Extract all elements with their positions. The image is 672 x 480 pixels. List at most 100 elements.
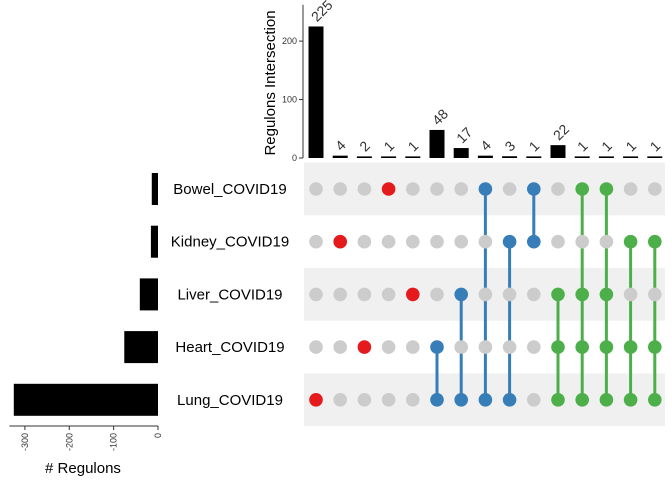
membership-dot-inactive xyxy=(357,393,372,407)
intersection-value-label: 1 xyxy=(526,138,543,155)
intersection-bar xyxy=(477,155,493,158)
membership-dot-inactive xyxy=(381,287,396,302)
membership-dot-active xyxy=(454,393,469,407)
intersection-tick-label: 200 xyxy=(282,36,297,46)
intersection-value-label: 48 xyxy=(429,106,451,128)
intersection-value-label: 22 xyxy=(550,121,572,143)
membership-dot-inactive xyxy=(333,393,348,407)
intersection-value-label: 1 xyxy=(622,138,639,155)
membership-dot-active xyxy=(478,393,493,407)
intersection-bar xyxy=(550,145,566,158)
membership-dot-inactive xyxy=(502,182,517,196)
membership-dot-inactive xyxy=(648,182,662,196)
membership-dot-inactive xyxy=(406,393,420,407)
membership-dot-inactive xyxy=(478,234,493,249)
membership-dot-active xyxy=(599,340,614,354)
membership-matrix xyxy=(309,182,662,407)
membership-dot-inactive xyxy=(406,234,420,249)
membership-dot-active xyxy=(551,340,565,354)
membership-dot-inactive xyxy=(309,340,323,354)
membership-dot-active xyxy=(478,182,493,196)
membership-dot-active xyxy=(623,393,638,407)
intersection-tick-label: 100 xyxy=(282,95,297,105)
intersection-tick-label: 0 xyxy=(292,153,297,163)
set-size-bar xyxy=(150,225,158,258)
set-size-bar xyxy=(124,331,158,364)
intersection-bar xyxy=(647,156,663,158)
membership-dot-inactive xyxy=(357,234,372,249)
intersection-value-label: 3 xyxy=(501,137,518,154)
intersection-bar xyxy=(623,156,639,158)
set-size-bar xyxy=(151,173,158,205)
membership-dot-inactive xyxy=(599,234,614,249)
set-size-tick-label: 0 xyxy=(153,433,163,438)
intersection-value-label: 1 xyxy=(598,138,615,155)
intersection-value-label: 225 xyxy=(308,0,336,25)
membership-dot-active xyxy=(527,234,541,249)
membership-dot-active xyxy=(575,340,589,354)
intersection-value-label: 1 xyxy=(574,138,591,155)
intersection-bar xyxy=(574,156,590,158)
intersection-bar xyxy=(308,26,324,158)
intersection-value-label: 4 xyxy=(332,137,349,154)
membership-dot-inactive xyxy=(454,340,469,354)
membership-dot-active xyxy=(502,234,517,249)
membership-dot-active xyxy=(575,287,589,302)
membership-dot-inactive xyxy=(502,340,517,354)
intersection-bar xyxy=(332,155,348,158)
set-size-bar xyxy=(139,278,158,311)
membership-dot-inactive xyxy=(381,340,396,354)
membership-dot-active xyxy=(575,182,589,196)
intersection-bar xyxy=(405,156,421,158)
membership-dot-active xyxy=(599,182,614,196)
membership-dot-inactive xyxy=(430,182,444,196)
membership-dot-inactive xyxy=(502,287,517,302)
set-label: Lung_COVID19 xyxy=(177,392,283,409)
set-size-axis-title: # Regulons xyxy=(45,460,121,477)
intersection-bar xyxy=(453,148,469,158)
membership-dot-active xyxy=(648,234,662,249)
membership-dot-active xyxy=(309,393,323,407)
intersection-axis: 0 100 200 xyxy=(282,4,304,163)
membership-dot-inactive xyxy=(478,340,493,354)
set-size-tick-label: -300 xyxy=(20,433,30,451)
membership-dot-inactive xyxy=(623,287,638,302)
membership-dot-inactive xyxy=(406,182,420,196)
intersection-value-label: 1 xyxy=(380,138,397,155)
membership-dot-inactive xyxy=(527,393,541,407)
membership-dot-active xyxy=(623,340,638,354)
membership-dot-active xyxy=(599,393,614,407)
membership-dot-active xyxy=(551,287,565,302)
membership-dot-inactive xyxy=(478,287,493,302)
membership-dot-inactive xyxy=(333,182,348,196)
membership-dot-inactive xyxy=(623,182,638,196)
membership-dot-inactive xyxy=(357,287,372,302)
membership-dot-inactive xyxy=(575,234,589,249)
set-labels: Bowel_COVID19 Kidney_COVID19 Liver_COVID19… xyxy=(171,181,289,409)
membership-dot-inactive xyxy=(648,287,662,302)
set-size-tick-label: -100 xyxy=(109,433,119,451)
intersection-value-label: 1 xyxy=(405,138,422,155)
intersection-bar xyxy=(356,156,372,158)
set-size-tick-label: -200 xyxy=(64,433,74,451)
membership-dot-inactive xyxy=(430,287,444,302)
intersection-bar xyxy=(526,156,542,158)
intersection-bar xyxy=(381,156,397,158)
membership-dot-inactive xyxy=(527,287,541,302)
membership-dot-inactive xyxy=(309,287,323,302)
membership-dot-active xyxy=(454,287,469,302)
membership-dot-active xyxy=(333,234,348,249)
membership-dot-inactive xyxy=(309,182,323,196)
membership-dot-active xyxy=(527,182,541,196)
membership-dot-active xyxy=(648,393,662,407)
membership-dot-inactive xyxy=(551,182,565,196)
membership-dot-inactive xyxy=(430,234,444,249)
membership-dot-active xyxy=(430,340,444,354)
membership-dot-inactive xyxy=(333,287,348,302)
membership-dot-inactive xyxy=(357,182,372,196)
intersection-bar xyxy=(598,156,614,158)
membership-dot-active xyxy=(551,393,565,407)
set-label: Bowel_COVID19 xyxy=(173,181,286,198)
